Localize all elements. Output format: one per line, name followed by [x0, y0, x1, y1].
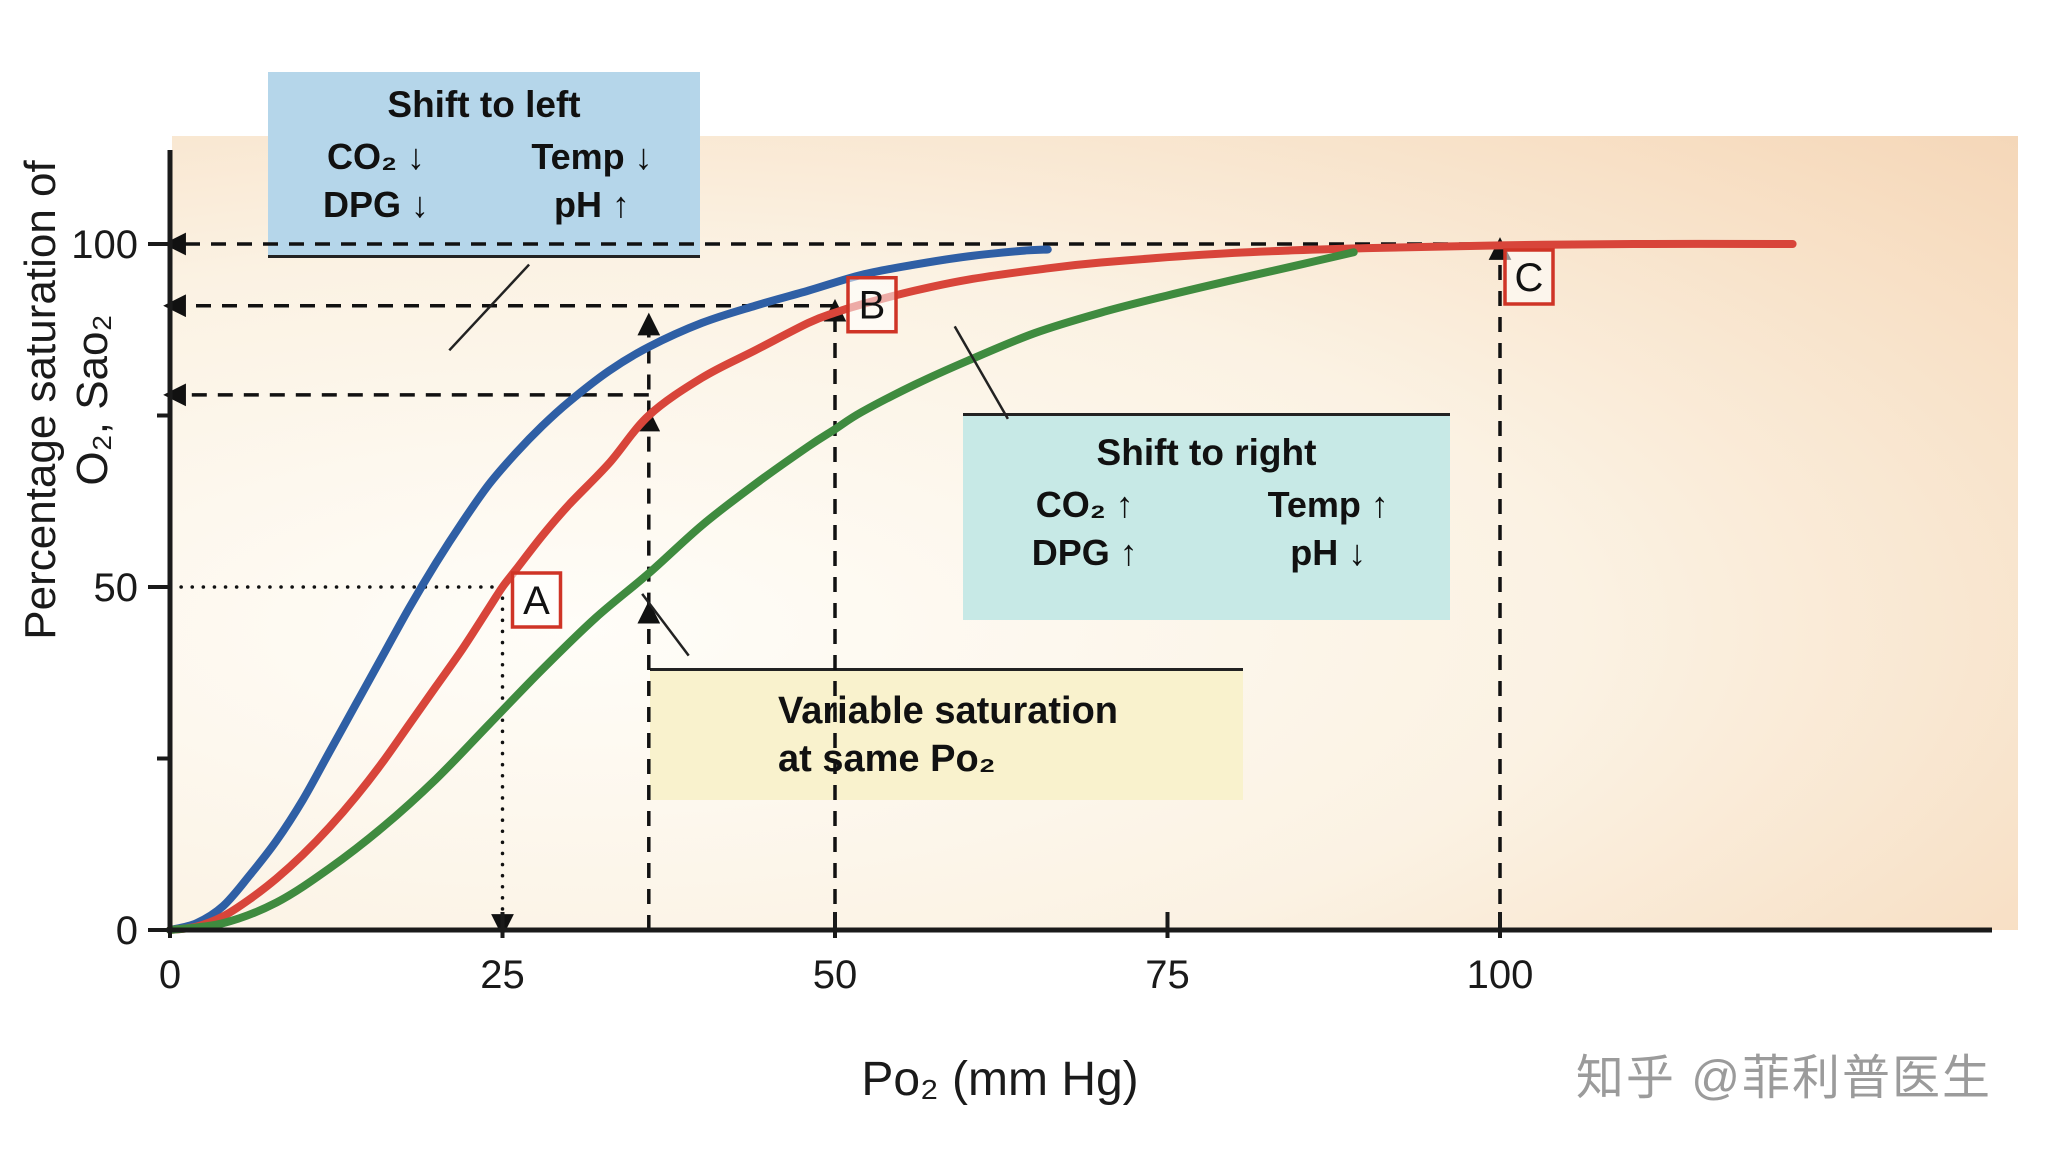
callout-leader-line [953, 325, 1009, 420]
shift-left-title: Shift to left [387, 84, 581, 125]
watermark: 知乎 @菲利普医生 [1575, 1052, 1992, 1105]
y-tick-label: 100 [71, 223, 138, 267]
shift-right-factors: CO₂ ↑ Temp ↑ DPG ↑ pH ↓ [963, 484, 1450, 574]
shift-left-ph: pH ↑ [554, 184, 630, 225]
y-axis-label-line1: Percentage saturation of [16, 160, 65, 640]
point-marker-box-B [846, 275, 898, 334]
x-tick-label: 50 [813, 953, 858, 997]
y-axis-label-line2: O₂, Sao₂ [67, 314, 117, 486]
callout-leader-line [641, 593, 690, 657]
curve-shift-to-right [166, 248, 1358, 934]
variable-saturation-line2: at same Po₂ [778, 737, 996, 780]
y-tick-label: 0 [116, 909, 138, 953]
callout-leader-line [448, 263, 531, 352]
y-axis-label: Percentage saturation of O₂, Sao₂ [15, 10, 125, 790]
curve-shift-to-left [166, 245, 1052, 934]
variable-saturation-callout: Variable saturation at same Po₂ [650, 668, 1243, 800]
shift-left-callout: Shift to left CO₂ ↓ Temp ↓ DPG ↓ pH ↑ [268, 72, 700, 258]
point-marker-label-A: A [523, 579, 550, 623]
point-marker-label-C: C [1515, 256, 1544, 300]
point-marker-label-B: B [859, 284, 886, 328]
x-tick-label: 100 [1467, 953, 1534, 997]
shift-right-title: Shift to right [1096, 432, 1317, 473]
curve-normal [166, 239, 1797, 934]
shift-left-temp: Temp ↓ [531, 136, 653, 177]
shift-left-co2: CO₂ ↓ [327, 136, 425, 177]
shift-right-dpg: DPG ↑ [1031, 532, 1138, 573]
point-marker-box-A [510, 571, 563, 629]
x-tick-label: 0 [159, 953, 181, 997]
shift-right-ph: pH ↓ [1290, 532, 1367, 573]
x-axis-label: Po₂ (mm Hg) [861, 1053, 1139, 1106]
shift-left-factors: CO₂ ↓ Temp ↓ DPG ↓ pH ↑ [268, 136, 700, 226]
shift-right-temp: Temp ↑ [1267, 484, 1389, 525]
y-tick-label: 50 [94, 566, 139, 610]
x-tick-label: 25 [480, 953, 525, 997]
x-tick-label: 75 [1145, 953, 1190, 997]
shift-left-dpg: DPG ↓ [322, 184, 429, 225]
shift-right-callout: Shift to right CO₂ ↑ Temp ↑ DPG ↑ pH ↓ [963, 413, 1450, 620]
shift-right-co2: CO₂ ↑ [1035, 484, 1134, 525]
point-marker-box-C [1503, 248, 1555, 306]
